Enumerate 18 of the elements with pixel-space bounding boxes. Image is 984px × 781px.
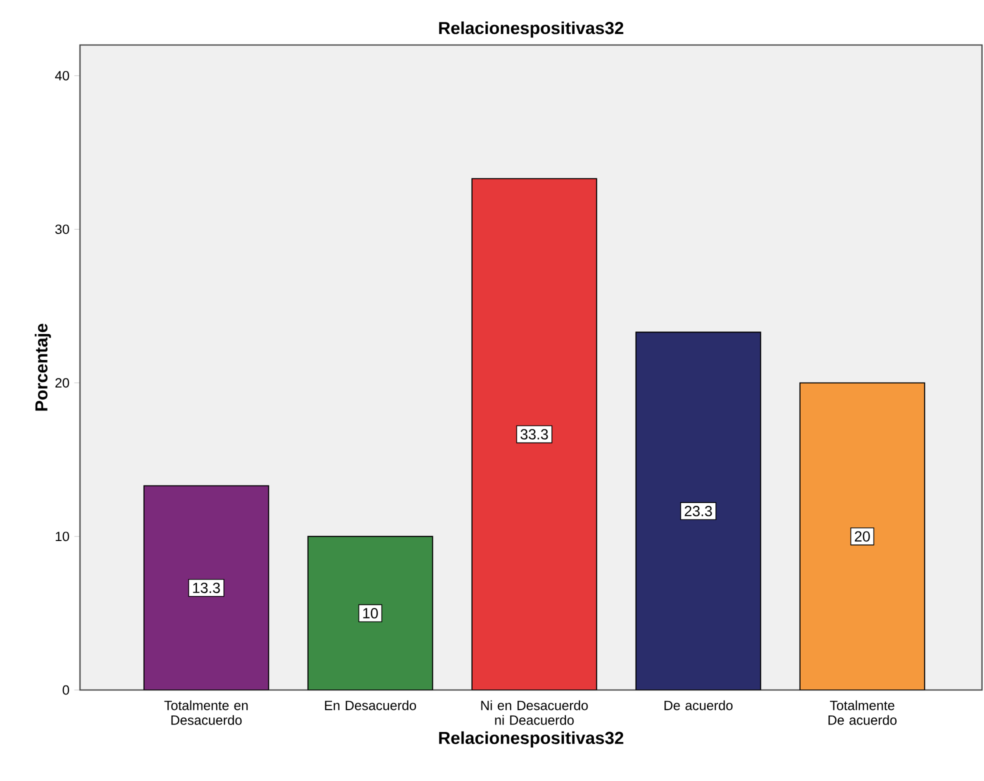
chart-title: Relacionespositivas32 <box>439 21 624 38</box>
data-label: 10 <box>363 608 378 618</box>
x-axis-title: Relacionespositivas32 <box>439 731 624 748</box>
y-tick-label: 10 <box>56 532 70 542</box>
x-tick-label: De acuerdo <box>664 700 733 710</box>
data-label: 33.3 <box>520 429 548 440</box>
x-tick-label: Totalmente en Desacuerdo <box>164 700 248 725</box>
data-label: 20 <box>854 531 870 542</box>
data-label: 23.3 <box>684 506 712 516</box>
y-tick-label: 20 <box>55 378 70 388</box>
y-tick-label: 0 <box>62 685 70 695</box>
y-axis-title: Porcentaje <box>34 324 51 411</box>
x-tick-label: Ni en Desacuerdo ni Deacuerdo <box>481 700 588 725</box>
x-tick-label: Totalmente De acuerdo <box>828 700 897 725</box>
x-tick-label: En Desacuerdo <box>325 700 416 710</box>
y-tick-label: 30 <box>55 224 70 234</box>
data-label: 13.3 <box>193 582 220 594</box>
y-tick-label: 40 <box>55 70 70 80</box>
